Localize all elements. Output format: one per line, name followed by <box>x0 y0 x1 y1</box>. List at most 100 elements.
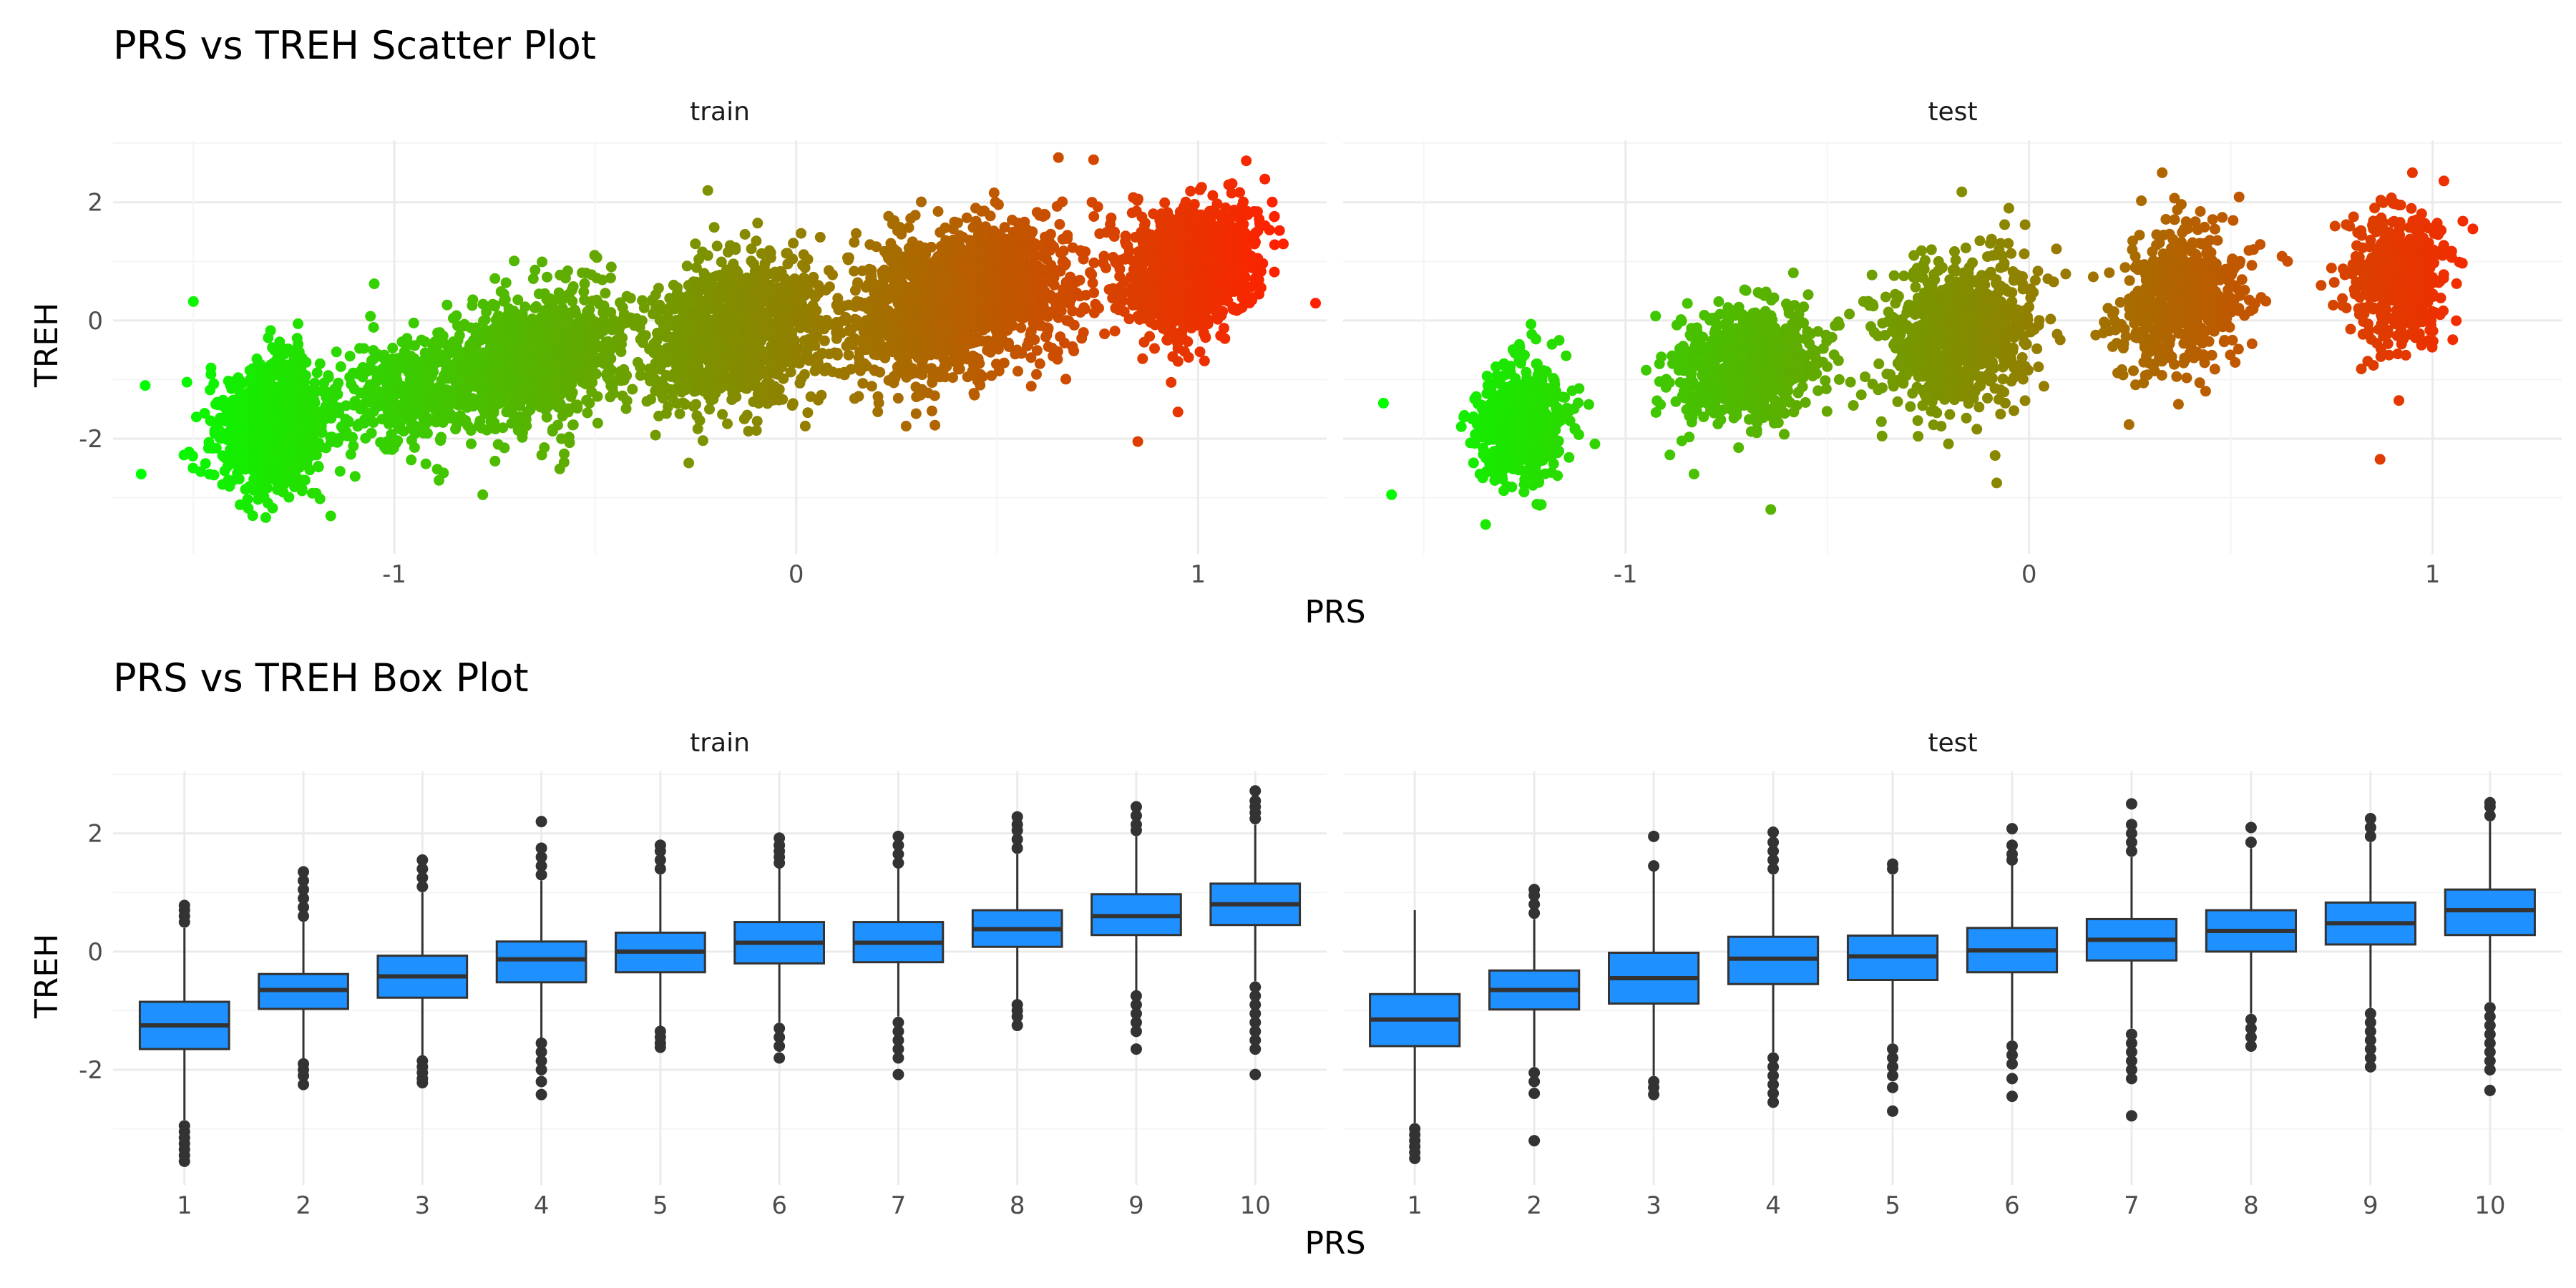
scatter-point <box>871 241 882 253</box>
scatter-point <box>787 398 799 409</box>
scatter-point <box>733 294 745 306</box>
scatter-point <box>781 248 792 259</box>
scatter-point <box>420 458 431 469</box>
scatter-point <box>842 254 854 265</box>
scatter-point <box>691 334 701 346</box>
scatter-point <box>379 371 390 383</box>
scatter-point <box>543 349 555 361</box>
scatter-point <box>1086 197 1098 208</box>
scatter-point <box>939 319 950 331</box>
scatter-point <box>449 411 461 423</box>
scatter-point <box>272 356 283 367</box>
scatter-point <box>957 324 968 335</box>
scatter-point <box>887 218 898 230</box>
scatter-point <box>416 369 428 380</box>
scatter-point <box>261 449 273 460</box>
scatter-point <box>859 343 870 354</box>
scatter-point <box>1025 381 1037 392</box>
scatter-point <box>276 413 287 424</box>
scatter-point <box>834 304 846 315</box>
scatter-point <box>857 378 869 389</box>
scatter-point <box>357 371 369 383</box>
scatter-point <box>368 416 379 428</box>
scatter-point <box>1052 292 1063 303</box>
scatter-point <box>572 399 583 411</box>
scatter-point <box>791 281 803 293</box>
scatter-point <box>208 469 220 481</box>
scatter-point <box>627 384 638 395</box>
scatter-point <box>751 310 763 321</box>
scatter-point <box>637 331 648 342</box>
scatter-point <box>885 272 897 283</box>
scatter-point <box>652 328 663 338</box>
scatter-point <box>716 256 727 268</box>
scatter-point <box>637 295 648 306</box>
scatter-point <box>625 312 636 323</box>
scatter-point <box>796 228 806 239</box>
scatter-point <box>567 419 578 431</box>
scatter-point <box>814 232 826 243</box>
scatter-point <box>349 471 361 482</box>
scatter-point <box>686 308 697 320</box>
scatter-point <box>181 376 192 388</box>
scatter-point <box>458 321 469 332</box>
scatter-point <box>926 241 937 253</box>
scatter-point <box>205 369 217 380</box>
scatter-point <box>514 345 525 356</box>
scatter-point <box>301 457 313 468</box>
scatter-point <box>256 368 268 379</box>
scatter-point <box>751 338 762 349</box>
scatter-point <box>292 358 303 369</box>
scatter-point <box>446 399 457 409</box>
scatter-point <box>306 430 318 441</box>
scatter-point <box>210 442 222 454</box>
scatter-point <box>809 291 821 303</box>
scatter-point <box>1017 295 1028 306</box>
scatter-point <box>466 347 477 358</box>
scatter-point <box>912 245 924 255</box>
scatter-point <box>332 389 343 400</box>
scatter-point <box>763 385 775 396</box>
scatter-point <box>762 280 774 292</box>
scatter-point <box>272 404 283 416</box>
scatter-point <box>681 260 693 272</box>
scatter-point <box>366 427 377 439</box>
scatter-point <box>605 261 617 273</box>
scatter-point <box>688 361 700 373</box>
scatter-point <box>916 196 927 208</box>
scatter-point <box>542 271 552 283</box>
scatter-point <box>808 271 819 283</box>
scatter-point <box>608 322 620 333</box>
scatter-point <box>958 351 970 362</box>
scatter-point <box>579 278 590 289</box>
scatter-point <box>331 346 342 358</box>
scatter-point <box>1046 239 1058 250</box>
scatter-point <box>487 298 499 310</box>
scatter-point <box>935 371 945 383</box>
scatter-point <box>1013 366 1023 377</box>
scatter-point <box>691 410 703 421</box>
scatter-point <box>746 243 757 255</box>
scatter-point <box>362 408 374 419</box>
scatter-point <box>942 238 954 249</box>
scatter-point <box>711 240 723 252</box>
scatter-point <box>374 401 385 411</box>
scatter-point <box>348 384 360 395</box>
scatter-point <box>540 404 552 415</box>
scatter-point <box>1068 346 1080 356</box>
scatter-point <box>1088 307 1100 318</box>
scatter-point <box>926 405 937 416</box>
scatter-point <box>872 391 884 402</box>
scatter-point <box>560 273 571 284</box>
scatter-point <box>250 441 261 453</box>
scatter-point <box>724 304 736 316</box>
scatter-point <box>349 396 361 407</box>
scatter-point <box>819 335 830 346</box>
scatter-point <box>551 293 562 305</box>
scatter-point <box>469 367 480 379</box>
scatter-point <box>225 424 236 436</box>
scatter-point <box>553 306 565 317</box>
scatter-point <box>587 296 598 307</box>
scatter-point <box>311 487 322 499</box>
scatter-point <box>977 371 988 382</box>
